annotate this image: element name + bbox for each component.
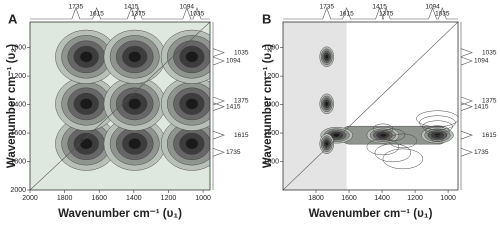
top-peak-label: 1615 xyxy=(339,11,354,18)
plot-frame xyxy=(282,21,459,191)
top-peak-label: 1735 xyxy=(69,4,84,11)
right-spectrum xyxy=(212,22,225,190)
y-tick-label: 2000 xyxy=(10,187,26,194)
contour-level xyxy=(79,138,93,150)
right-peak-label: 1035 xyxy=(482,49,497,56)
top-peak-label: 1415 xyxy=(372,4,387,11)
right-peak-label: 1615 xyxy=(482,132,497,139)
right-peak-label: 1035 xyxy=(234,49,249,56)
panel: 2000 1800 1600 1400 1200 1000 1000 1200 1400 1600… xyxy=(6,4,249,220)
top-peak-label: 1615 xyxy=(89,11,104,18)
contour-level xyxy=(185,138,199,150)
panel-label: A xyxy=(8,11,18,26)
y-axis-label: Wavenumber cm⁻¹ (υ₂) xyxy=(6,44,18,168)
contour-level xyxy=(79,98,93,110)
x-tick-label: 1000 xyxy=(440,195,456,202)
contour-line xyxy=(366,138,400,156)
y-tick-label: 1200 xyxy=(10,73,26,80)
diagonal xyxy=(30,22,210,190)
right-peak-label: 1735 xyxy=(474,149,489,156)
x-tick-label: 1800 xyxy=(57,195,73,202)
x-tick-label: 1200 xyxy=(161,195,177,202)
x-axis-label: Wavenumber cm⁻¹ (υ₁) xyxy=(309,208,433,220)
contour-level xyxy=(325,101,329,107)
top-peak-label: 1735 xyxy=(320,4,335,11)
contour-level xyxy=(185,98,199,110)
top-peak-label: 1375 xyxy=(131,11,146,18)
right-peak-label: 1375 xyxy=(482,98,497,105)
figure: 2000 1800 1600 1400 1200 1000 1000 1200 1400 1600… xyxy=(6,4,497,220)
right-peak-label: 1094 xyxy=(226,58,241,65)
contour-line xyxy=(388,133,418,149)
x-tick-label: 1000 xyxy=(195,195,211,202)
top-peak-label: 1415 xyxy=(124,4,139,11)
right-peak-label: 1615 xyxy=(234,132,249,139)
right-peak-label: 1415 xyxy=(226,103,241,110)
panel-label: B xyxy=(262,11,271,26)
contour-level xyxy=(185,51,199,63)
top-peak-label: 1375 xyxy=(379,11,394,18)
x-tick-label: 1400 xyxy=(374,195,390,202)
panel: 1800 1600 1400 1200 1000 1000 1200 1400 1600 1800… xyxy=(262,4,497,220)
x-axis-label: Wavenumber cm⁻¹ (υ₁) xyxy=(58,208,182,220)
y-tick-label: 1000 xyxy=(263,44,279,51)
contours xyxy=(30,22,210,190)
contour-level xyxy=(128,51,142,63)
x-tick-label: 2000 xyxy=(22,195,38,202)
contour-level xyxy=(128,138,142,150)
right-peak-label: 1375 xyxy=(234,98,249,105)
y-tick-label: 1200 xyxy=(263,73,279,80)
y-tick-label: 1600 xyxy=(263,130,279,137)
y-tick-label: 1400 xyxy=(10,101,26,108)
y-tick-label: 1800 xyxy=(263,158,279,165)
right-peak-label: 1415 xyxy=(474,103,489,110)
contour-line xyxy=(382,148,424,170)
top-peak-label: 1035 xyxy=(190,11,205,18)
contour-line xyxy=(416,110,458,127)
contour-line xyxy=(374,143,412,163)
contour-level xyxy=(325,54,329,60)
x-tick-label: 1600 xyxy=(341,195,357,202)
right-spectrum xyxy=(460,22,473,190)
top-peak-label: 1094 xyxy=(180,4,195,11)
contour-level xyxy=(79,51,93,63)
y-tick-label: 1800 xyxy=(10,158,26,165)
y-tick-label: 1600 xyxy=(10,130,26,137)
contours xyxy=(283,22,458,190)
top-spectrum xyxy=(283,7,458,20)
shaded-region xyxy=(283,22,347,190)
diagonal xyxy=(283,22,458,190)
x-tick-label: 1600 xyxy=(91,195,107,202)
plot-frame xyxy=(29,21,211,191)
top-peak-label: 1035 xyxy=(435,11,450,18)
x-tick-label: 1200 xyxy=(407,195,423,202)
top-peak-label: 1094 xyxy=(425,4,440,11)
y-tick-label: 1000 xyxy=(10,44,26,51)
contour-level xyxy=(434,133,441,137)
contour-line xyxy=(428,130,447,139)
contour-line xyxy=(425,125,450,136)
x-tick-label: 1400 xyxy=(126,195,142,202)
right-peak-label: 1094 xyxy=(474,58,489,65)
contour-level xyxy=(128,98,142,110)
contour-level xyxy=(325,141,329,146)
right-peak-label: 1735 xyxy=(226,149,241,156)
top-spectrum xyxy=(30,7,210,20)
y-tick-label: 1400 xyxy=(263,101,279,108)
y-axis-label: Wavenumber cm⁻¹ (υ₂) xyxy=(262,44,274,168)
x-tick-label: 1800 xyxy=(308,195,324,202)
